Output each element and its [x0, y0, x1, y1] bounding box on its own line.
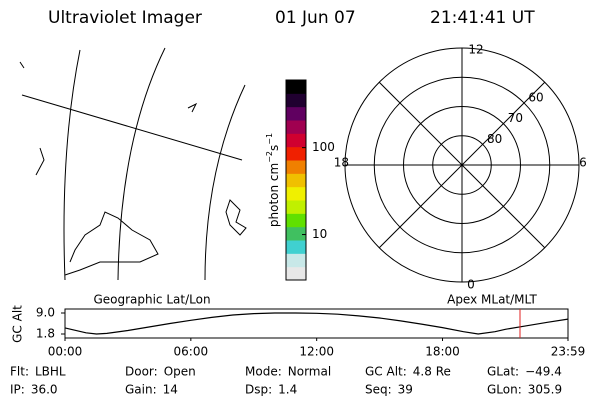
- x-tick-label: 12:00: [299, 345, 334, 359]
- y-axis-label: GC Alt: [11, 305, 25, 343]
- info-label: Door:: [125, 365, 158, 379]
- colorbar-swatch: [286, 133, 306, 148]
- info-value: LBHL: [35, 365, 66, 379]
- info-value: 305.9: [528, 383, 562, 397]
- colorbar-swatch: [286, 106, 306, 121]
- info-label: Gain:: [125, 383, 157, 397]
- ring-label: 60: [528, 90, 543, 104]
- info-label: Seq:: [365, 383, 392, 397]
- y-tick-label: 9.0: [36, 306, 55, 320]
- x-tick-label: 18:00: [425, 345, 460, 359]
- polar-ring: [373, 76, 551, 254]
- info-value: 36.0: [31, 383, 58, 397]
- colorbar-swatch: [286, 146, 306, 161]
- colorbar-swatch: [286, 213, 306, 228]
- colorbar-swatch: [286, 266, 306, 281]
- altitude-line: [64, 312, 568, 335]
- label-exp: −2: [265, 151, 274, 163]
- info-label: IP:: [10, 383, 25, 397]
- x-tick-label: 06:00: [174, 345, 209, 359]
- colorbar-swatch: [286, 93, 306, 108]
- mlt-label: 6: [579, 156, 587, 170]
- colorbar-swatch: [286, 160, 306, 174]
- colorbar-swatch: [286, 120, 306, 134]
- colorbar-swatch: [286, 226, 306, 241]
- info-value: 14: [163, 383, 178, 397]
- colorbar-tick-label: 10: [312, 227, 327, 241]
- mlt-label: 0: [467, 278, 475, 292]
- polar-label: Apex MLat/MLT: [447, 293, 537, 307]
- label-text: photon cm: [267, 163, 281, 227]
- map-label: Geographic Lat/Lon: [93, 293, 210, 307]
- colorbar-swatch: [286, 253, 306, 268]
- info-label: GC Alt:: [365, 365, 407, 379]
- label-exp: −1: [265, 133, 274, 145]
- time: 21:41:41 UT: [430, 8, 535, 28]
- info-label: GLat:: [487, 365, 519, 379]
- info-label: GLon:: [487, 383, 522, 397]
- polar-ring: [403, 106, 521, 224]
- colorbar-frame: [285, 79, 307, 281]
- colorbar-swatch: [286, 186, 306, 201]
- mlt-label: 18: [334, 156, 349, 170]
- instrument-title: Ultraviolet Imager: [48, 8, 202, 28]
- geographic-map: [19, 47, 247, 281]
- ring-label: 80: [487, 132, 502, 146]
- mlt-label: 12: [468, 43, 483, 57]
- info-value: 1.4: [278, 383, 297, 397]
- label-unit: s: [267, 145, 281, 151]
- colorbar-label: photon cm−2s−1: [265, 133, 281, 227]
- date: 01 Jun 07: [275, 8, 356, 28]
- x-tick-label: 00:00: [48, 345, 83, 359]
- info-label: Dsp:: [245, 383, 272, 397]
- colorbar-swatch: [286, 240, 306, 254]
- info-value: Normal: [288, 365, 331, 379]
- info-value: 39: [398, 383, 413, 397]
- colorbar-swatch: [286, 173, 306, 188]
- ring-label: 70: [508, 111, 523, 125]
- polar-ring: [432, 135, 492, 195]
- info-value: Open: [164, 365, 196, 379]
- x-tick-label: 23:59: [551, 345, 586, 359]
- info-value: −49.4: [525, 365, 562, 379]
- info-label: Flt:: [10, 365, 29, 379]
- colorbar-swatch: [286, 200, 306, 214]
- colorbar-swatch: [286, 80, 306, 94]
- polar-spoke: [378, 81, 546, 249]
- info-label: Mode:: [245, 365, 282, 379]
- info-value: 4.8 Re: [413, 365, 451, 379]
- colorbar-tick-label: 100: [312, 140, 335, 154]
- y-tick-label: 1.8: [36, 327, 55, 341]
